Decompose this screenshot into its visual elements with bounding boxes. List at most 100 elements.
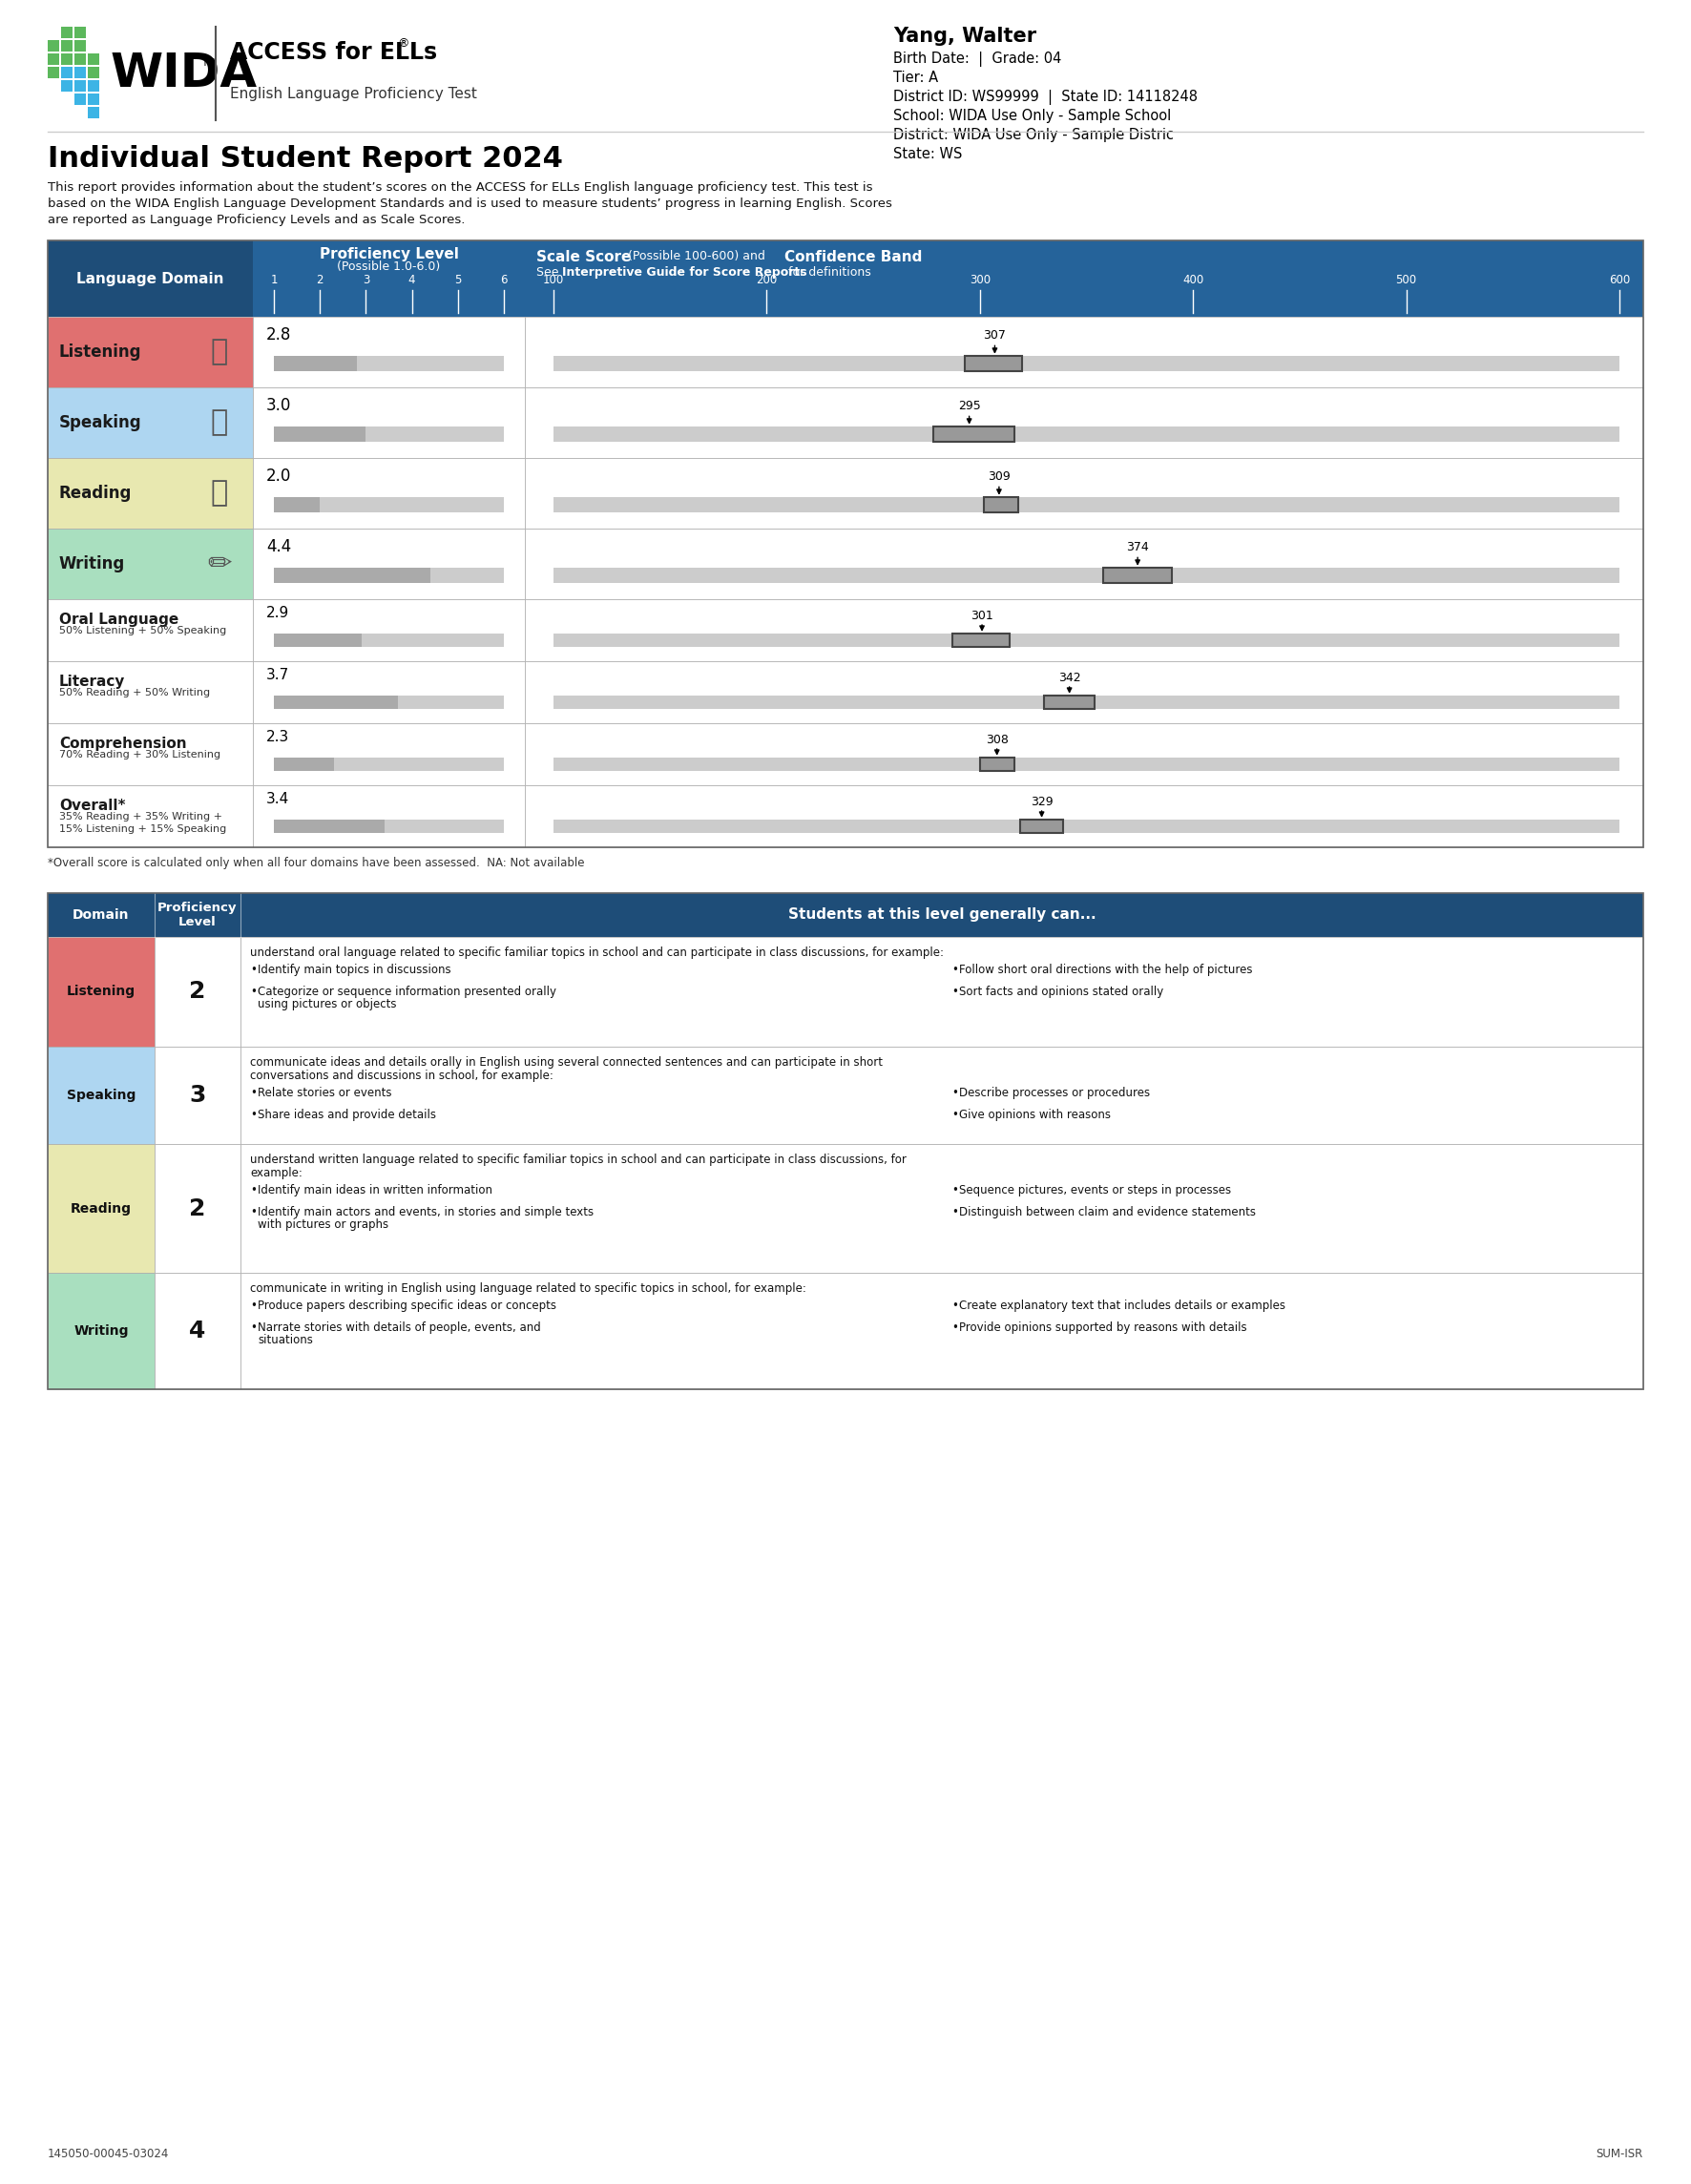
Text: Proficiency
Level: Proficiency Level	[157, 902, 237, 928]
Text: •: •	[250, 1109, 257, 1120]
Bar	[47, 529, 254, 598]
Text: 2: 2	[189, 1197, 206, 1221]
Bar	[553, 695, 1620, 708]
Bar	[553, 426, 1620, 441]
Bar	[47, 240, 1644, 847]
Text: Birth Date:  |  Grade: 04: Birth Date: | Grade: 04	[893, 52, 1062, 68]
Text: Create explanatory text that includes details or examples: Create explanatory text that includes de…	[959, 1299, 1285, 1313]
Text: 15% Listening + 15% Speaking: 15% Listening + 15% Speaking	[59, 823, 227, 834]
Bar	[74, 52, 86, 66]
Text: *Overall score is calculated only when all four domains have been assessed.  NA:: *Overall score is calculated only when a…	[47, 856, 585, 869]
Text: Produce papers describing specific ideas or concepts: Produce papers describing specific ideas…	[257, 1299, 556, 1313]
Text: 295: 295	[957, 400, 981, 413]
Text: based on the WIDA English Language Development Standards and is used to measure : based on the WIDA English Language Devel…	[47, 197, 893, 210]
Bar	[274, 758, 504, 771]
Bar	[274, 426, 504, 441]
Bar	[524, 387, 1644, 459]
Text: 3: 3	[362, 273, 369, 286]
Text: Literacy: Literacy	[59, 675, 125, 688]
Text: 100: 100	[543, 273, 565, 286]
Bar	[61, 26, 73, 37]
Text: This report provides information about the student’s scores on the ACCESS for EL: This report provides information about t…	[47, 181, 873, 194]
Text: for definitions: for definitions	[785, 266, 871, 280]
Text: 2.3: 2.3	[265, 729, 289, 745]
Bar	[1104, 568, 1172, 583]
Bar	[240, 1273, 1644, 1389]
Bar	[74, 68, 86, 79]
Bar	[553, 633, 1620, 646]
Bar	[254, 459, 524, 529]
Text: See: See	[536, 266, 563, 280]
Text: •: •	[250, 985, 257, 998]
Bar	[1043, 695, 1096, 708]
Text: Language Domain: Language Domain	[76, 271, 223, 286]
Bar	[553, 758, 1620, 771]
Text: using pictures or objects: using pictures or objects	[257, 998, 396, 1011]
Bar	[933, 426, 1015, 441]
Text: Domain: Domain	[73, 909, 130, 922]
Text: WIDA: WIDA	[110, 50, 257, 96]
Bar	[240, 1046, 1644, 1144]
Bar	[74, 26, 86, 37]
Bar	[979, 758, 1015, 771]
Text: Follow short oral directions with the help of pictures: Follow short oral directions with the he…	[959, 963, 1253, 976]
Text: ACCESS for ELLs: ACCESS for ELLs	[230, 41, 438, 63]
Bar	[154, 1046, 240, 1144]
Text: understand oral language related to specific familiar topics in school and can p: understand oral language related to spec…	[250, 946, 944, 959]
Bar	[47, 937, 154, 1046]
Bar	[553, 356, 1620, 371]
Text: 301: 301	[971, 609, 993, 622]
Bar	[47, 1046, 154, 1144]
Text: Yang, Walter: Yang, Walter	[893, 26, 1037, 46]
Text: 4: 4	[189, 1319, 206, 1343]
Text: Overall*: Overall*	[59, 799, 125, 812]
Text: Narrate stories with details of people, events, and: Narrate stories with details of people, …	[257, 1321, 541, 1334]
Text: Describe processes or procedures: Describe processes or procedures	[959, 1088, 1150, 1099]
Bar	[74, 39, 86, 52]
Bar	[274, 819, 384, 832]
Text: Oral Language: Oral Language	[59, 612, 179, 627]
Bar	[254, 529, 524, 598]
Text: 300: 300	[969, 273, 991, 286]
Bar	[254, 317, 524, 387]
Text: ✏: ✏	[208, 550, 232, 579]
Text: District: WIDA Use Only - Sample Distric: District: WIDA Use Only - Sample Distric	[893, 129, 1174, 142]
Text: •: •	[952, 1299, 959, 1313]
Text: Tier: A: Tier: A	[893, 70, 939, 85]
Text: 309: 309	[988, 472, 1011, 483]
Text: SUM-ISR: SUM-ISR	[1596, 2147, 1644, 2160]
Bar	[524, 240, 1644, 317]
Text: with pictures or graphs: with pictures or graphs	[257, 1219, 389, 1232]
Bar	[240, 937, 1644, 1046]
Bar	[553, 568, 1620, 583]
Text: Identify main ideas in written information: Identify main ideas in written informati…	[257, 1184, 492, 1197]
Bar	[524, 598, 1644, 662]
Bar	[274, 695, 504, 708]
Bar	[74, 81, 86, 92]
Bar	[154, 1273, 240, 1389]
Bar	[274, 568, 430, 583]
Text: State: WS: State: WS	[893, 146, 962, 162]
Text: •: •	[952, 1109, 959, 1120]
Text: (Possible 100-600) and: (Possible 100-600) and	[624, 249, 769, 262]
Text: 307: 307	[984, 330, 1006, 343]
Text: Give opinions with reasons: Give opinions with reasons	[959, 1109, 1111, 1120]
Bar	[254, 387, 524, 459]
Text: TM: TM	[201, 59, 215, 68]
Bar	[966, 356, 1023, 371]
Text: Listening: Listening	[66, 985, 135, 998]
Text: 4: 4	[408, 273, 416, 286]
Text: Proficiency Level: Proficiency Level	[320, 247, 458, 260]
Text: 308: 308	[986, 734, 1008, 747]
Bar	[47, 52, 59, 66]
Bar	[1020, 819, 1064, 832]
Text: 145050-00045-03024: 145050-00045-03024	[47, 2147, 169, 2160]
Text: Listening: Listening	[59, 343, 142, 360]
Text: Individual Student Report 2024: Individual Student Report 2024	[47, 144, 563, 173]
Text: •: •	[250, 963, 257, 976]
Text: •: •	[250, 1088, 257, 1099]
Text: are reported as Language Proficiency Levels and as Scale Scores.: are reported as Language Proficiency Lev…	[47, 214, 465, 227]
Text: •: •	[952, 963, 959, 976]
Bar	[254, 662, 524, 723]
Text: communicate ideas and details orally in English using several connected sentence: communicate ideas and details orally in …	[250, 1057, 883, 1068]
